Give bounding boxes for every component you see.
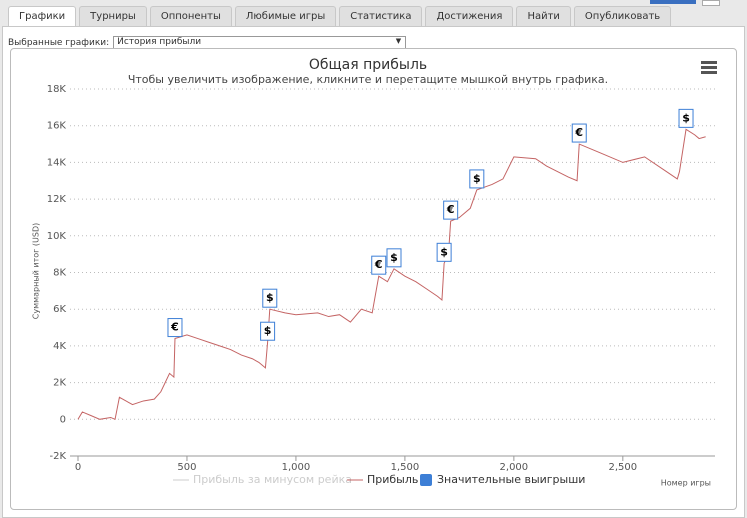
flag-label: $ — [440, 245, 448, 258]
flag-label: $ — [682, 111, 690, 124]
x-tick-label: 1,000 — [282, 462, 311, 473]
tab[interactable]: Турниры — [79, 6, 147, 26]
filter-label: Выбранные графики: — [8, 37, 110, 48]
flag-label: $ — [266, 291, 274, 304]
legend-item: Прибыль за минусом рейка — [193, 473, 352, 486]
tab[interactable]: Оппоненты — [149, 6, 232, 26]
y-tick-label: 2K — [53, 378, 66, 389]
flag — [262, 288, 278, 308]
y-tick-label: 8K — [53, 268, 66, 279]
flag-label: $ — [264, 324, 272, 337]
chart: Общая прибыль Чтобы увеличить изображени… — [10, 48, 737, 510]
chart-subtitle: Чтобы увеличить изображение, кликните и … — [128, 73, 608, 86]
flag — [386, 248, 402, 268]
tab[interactable]: Статистика — [339, 6, 423, 26]
x-tick-label: 2,000 — [500, 462, 529, 473]
tab[interactable]: Любимые игры — [234, 6, 337, 26]
flag — [371, 255, 387, 275]
flag — [436, 242, 452, 262]
x-tick-label: 2,500 — [609, 462, 638, 473]
flag — [678, 108, 694, 128]
tab[interactable]: Опубликовать — [573, 6, 672, 26]
x-tick-label: 500 — [177, 462, 196, 473]
flag-label: € — [574, 126, 583, 139]
y-tick-label: -2K — [49, 451, 66, 462]
flag — [469, 169, 485, 189]
top-button[interactable] — [650, 0, 696, 4]
flag-label: $ — [390, 251, 398, 264]
y-tick-label: 4K — [53, 341, 66, 352]
y-tick-label: 0 — [60, 414, 66, 425]
menu-bar — [701, 71, 717, 74]
flag-label: € — [446, 203, 455, 216]
y-tick-label: 6K — [53, 304, 66, 315]
x-tick-label: 1,500 — [391, 462, 420, 473]
flag — [443, 200, 459, 220]
top-toggle[interactable] — [702, 0, 720, 6]
menu-bar — [701, 66, 717, 69]
x-tick-label: 0 — [75, 462, 81, 473]
tab[interactable]: Графики — [8, 6, 77, 26]
profit-line — [77, 128, 706, 420]
menu-button[interactable] — [701, 61, 717, 74]
menu-bar — [701, 61, 717, 64]
y-tick-label: 14K — [47, 157, 67, 168]
y-tick-label: 12K — [47, 194, 67, 205]
flag — [260, 321, 276, 341]
y-tick-label: 10K — [47, 231, 67, 242]
y-tick-label: 16K — [47, 121, 67, 132]
x-axis-label: Номер игры — [661, 479, 711, 488]
legend-symbol — [420, 474, 432, 486]
legend-item: Прибыль — [367, 473, 418, 486]
flag — [571, 123, 587, 143]
filter-value: История прибыли — [117, 37, 202, 47]
tab[interactable]: Достижения — [425, 6, 514, 26]
y-tick-label: 18K — [47, 84, 67, 95]
flag-label: € — [170, 321, 179, 334]
chart-title: Общая прибыль — [309, 57, 427, 73]
flag — [167, 318, 183, 338]
y-axis-label: Суммарный итог (USD) — [32, 223, 41, 320]
flag-label: $ — [473, 172, 481, 185]
tab-bar: Графики Турниры Оппоненты Любимые игры Стати… — [8, 6, 672, 26]
flag-label: € — [374, 258, 383, 271]
legend-item: Значительные выигрыши — [437, 473, 585, 486]
tab[interactable]: Найти — [516, 6, 571, 26]
